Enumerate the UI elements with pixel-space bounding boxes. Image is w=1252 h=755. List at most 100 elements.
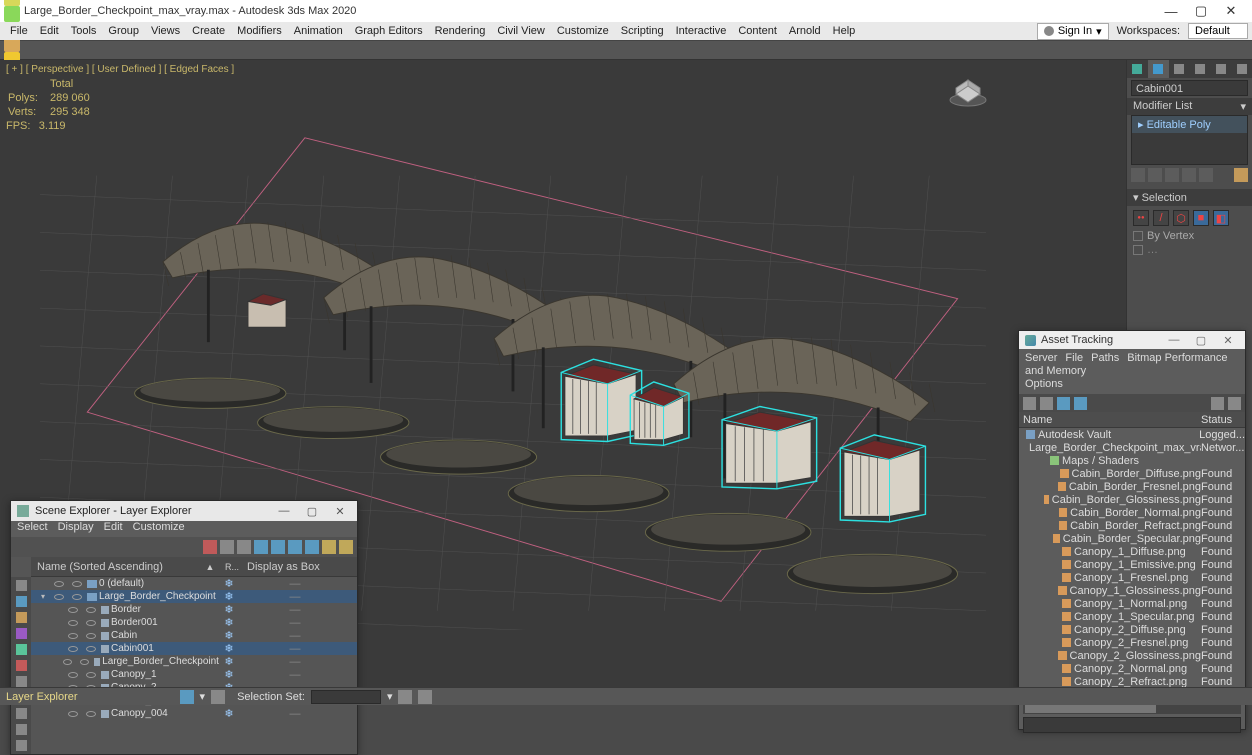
- asset-row[interactable]: Maps / Shaders: [1019, 454, 1245, 467]
- display-as-box[interactable]: —: [259, 643, 331, 655]
- se-add2-button[interactable]: [339, 540, 353, 554]
- se-menu-customize[interactable]: Customize: [133, 521, 185, 537]
- visibility-icon[interactable]: [68, 646, 78, 652]
- asset-path-input[interactable]: [1023, 717, 1241, 733]
- menu-civil-view[interactable]: Civil View: [491, 25, 550, 37]
- tab-motion[interactable]: [1189, 60, 1210, 78]
- visibility-icon[interactable]: [68, 620, 78, 626]
- frozen-icon[interactable]: ❄: [219, 668, 239, 681]
- se-menu-select[interactable]: Select: [17, 521, 48, 537]
- statusbar-layer-icon[interactable]: [180, 690, 194, 704]
- pin-stack-button[interactable]: [1131, 168, 1145, 182]
- asset-row[interactable]: Canopy_2_Fresnel.pngFound: [1019, 636, 1245, 649]
- asset-col-status[interactable]: Status: [1201, 412, 1245, 427]
- close-button[interactable]: ✕: [1216, 1, 1246, 21]
- asset-close-button[interactable]: ✕: [1217, 333, 1239, 347]
- visibility-icon[interactable]: [68, 711, 78, 717]
- visibility-icon[interactable]: [86, 620, 96, 626]
- chevron-down-icon[interactable]: ▾: [200, 690, 206, 703]
- asset-row[interactable]: Cabin_Border_Fresnel.pngFound: [1019, 480, 1245, 493]
- se-layer3-button[interactable]: [288, 540, 302, 554]
- scene-explorer-maximize-button[interactable]: ▢: [301, 503, 323, 519]
- menu-interactive[interactable]: Interactive: [670, 25, 733, 37]
- menu-views[interactable]: Views: [145, 25, 186, 37]
- display-as-box[interactable]: —: [259, 708, 331, 720]
- display-as-box[interactable]: —: [259, 604, 331, 616]
- se-filter-9[interactable]: [12, 722, 30, 737]
- menu-arnold[interactable]: Arnold: [783, 25, 827, 37]
- tab-display[interactable]: [1210, 60, 1231, 78]
- scrollbar-thumb[interactable]: [1025, 705, 1156, 713]
- maximize-button[interactable]: ▢: [1186, 1, 1216, 21]
- at-help-button[interactable]: [1228, 397, 1241, 410]
- menu-animation[interactable]: Animation: [288, 25, 349, 37]
- menu-help[interactable]: Help: [827, 25, 862, 37]
- asset-row[interactable]: Canopy_1_Fresnel.pngFound: [1019, 571, 1245, 584]
- menu-group[interactable]: Group: [102, 25, 145, 37]
- statusbar-btn1[interactable]: [398, 690, 412, 704]
- at-menu-file[interactable]: File: [1065, 352, 1083, 364]
- se-add-button[interactable]: [322, 540, 336, 554]
- asset-row[interactable]: Canopy_2_Glossiness.pngFound: [1019, 649, 1245, 662]
- frozen-icon[interactable]: ❄: [219, 590, 239, 603]
- scene-explorer-titlebar[interactable]: Scene Explorer - Layer Explorer — ▢ ✕: [11, 501, 357, 521]
- show-end-result-button[interactable]: [1148, 168, 1162, 182]
- remove-modifier-button[interactable]: [1182, 168, 1196, 182]
- menu-graph-editors[interactable]: Graph Editors: [349, 25, 429, 37]
- display-as-box[interactable]: —: [259, 578, 331, 590]
- edge-level-button[interactable]: /: [1153, 210, 1169, 226]
- asset-row[interactable]: Cabin_Border_Refract.pngFound: [1019, 519, 1245, 532]
- visibility-icon[interactable]: [68, 672, 78, 678]
- asset-minimize-button[interactable]: —: [1163, 333, 1185, 347]
- asset-hscrollbar[interactable]: [1023, 704, 1241, 714]
- se-pick-button[interactable]: [237, 540, 251, 554]
- display-as-box[interactable]: —: [259, 591, 331, 603]
- display-as-box[interactable]: —: [259, 669, 331, 681]
- se-layer2-button[interactable]: [271, 540, 285, 554]
- visibility-icon[interactable]: [68, 633, 78, 639]
- scene-row[interactable]: Cabin❄—: [31, 629, 357, 642]
- scene-row[interactable]: ▾Large_Border_Checkpoint❄—: [31, 590, 357, 603]
- visibility-icon[interactable]: [86, 711, 96, 717]
- object-name-input[interactable]: Cabin001: [1131, 80, 1248, 96]
- workspaces-dropdown[interactable]: Default: [1188, 23, 1248, 39]
- menu-customize[interactable]: Customize: [551, 25, 615, 37]
- scene-row[interactable]: Large_Border_Checkpoint❄—: [31, 655, 357, 668]
- asset-row[interactable]: Canopy_1_Glossiness.pngFound: [1019, 584, 1245, 597]
- se-layer4-button[interactable]: [305, 540, 319, 554]
- tab-create[interactable]: [1127, 60, 1148, 78]
- visibility-icon[interactable]: [72, 594, 82, 600]
- scene-explorer-close-button[interactable]: ✕: [329, 503, 351, 519]
- visibility-icon[interactable]: [72, 581, 82, 587]
- vertex-level-button[interactable]: ●●: [1133, 210, 1149, 226]
- tab-modify[interactable]: [1148, 60, 1169, 78]
- menu-rendering[interactable]: Rendering: [429, 25, 492, 37]
- visibility-icon[interactable]: [63, 659, 72, 665]
- asset-row[interactable]: Canopy_1_Normal.pngFound: [1019, 597, 1245, 610]
- statusbar-btn2[interactable]: [418, 690, 432, 704]
- se-filter-10[interactable]: [12, 738, 30, 753]
- at-btn3[interactable]: [1057, 397, 1070, 410]
- modifier-list-dropdown[interactable]: Modifier List▾: [1127, 98, 1252, 115]
- se-filter-4[interactable]: [12, 642, 30, 657]
- statusbar-filter-icon[interactable]: [211, 690, 225, 704]
- se-lock-button[interactable]: [220, 540, 234, 554]
- tab-utilities[interactable]: [1231, 60, 1252, 78]
- scene-row[interactable]: Canopy_004❄—: [31, 707, 357, 720]
- visibility-icon[interactable]: [86, 633, 96, 639]
- frozen-icon[interactable]: ❄: [219, 642, 239, 655]
- by-vertex-checkbox[interactable]: By Vertex: [1133, 230, 1246, 242]
- menu-file[interactable]: File: [4, 25, 34, 37]
- at-btn4[interactable]: [1074, 397, 1087, 410]
- at-menu-paths[interactable]: Paths: [1091, 352, 1119, 364]
- asset-row[interactable]: Canopy_1_Diffuse.pngFound: [1019, 545, 1245, 558]
- se-col-name[interactable]: Name (Sorted Ascending): [31, 557, 199, 576]
- polygon-level-button[interactable]: ■: [1193, 210, 1209, 226]
- se-filter-2[interactable]: [12, 610, 30, 625]
- make-unique-button[interactable]: [1165, 168, 1179, 182]
- frozen-icon[interactable]: ❄: [219, 577, 239, 590]
- asset-row[interactable]: Canopy_1_Specular.pngFound: [1019, 610, 1245, 623]
- visibility-icon[interactable]: [86, 607, 96, 613]
- asset-row[interactable]: Canopy_2_Diffuse.pngFound: [1019, 623, 1245, 636]
- tab-hierarchy[interactable]: [1169, 60, 1190, 78]
